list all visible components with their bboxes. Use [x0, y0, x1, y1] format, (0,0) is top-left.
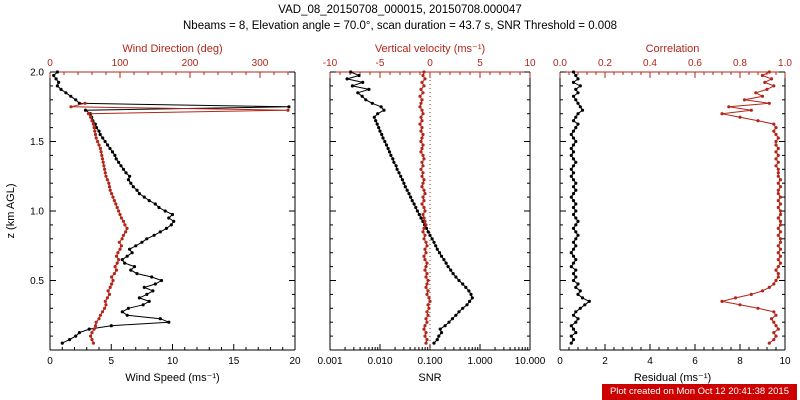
residual-top-tick-label: 1.0	[778, 58, 792, 69]
wind-bottom-tick-label: 15	[228, 356, 240, 367]
residual-top-axis-label: Correlation	[646, 43, 700, 55]
wind-top-tick-label: 200	[182, 58, 199, 69]
correlation-markers	[720, 70, 783, 345]
snr-bottom-tick-label: 1.000	[467, 356, 492, 367]
wind-top-tick-label: 100	[112, 58, 129, 69]
wind-top-axis-label: Wind Direction (deg)	[122, 43, 222, 55]
residual-top-tick-label: 0.2	[598, 58, 612, 69]
plot-title: VAD_08_20150708_000015, 20150708.000047	[278, 4, 522, 16]
residual-top-tick-label: 0.0	[553, 58, 567, 69]
plot-timestamp: Plot created on Mon Oct 12 20:41:38 2015	[601, 384, 797, 400]
snr-bottom-tick-label: 10.000	[515, 356, 546, 367]
residual-top-tick-label: 0.8	[733, 58, 747, 69]
plot-subtitle: Nbeams = 8, Elevation angle = 70.0°, sca…	[183, 20, 617, 32]
wind-bottom-tick-label: 5	[108, 356, 114, 367]
wind-direction-markers	[69, 101, 290, 345]
snr-bottom-tick-label: 0.010	[367, 356, 392, 367]
snr-bottom-tick-label: 0.100	[417, 356, 442, 367]
snr-markers	[345, 70, 474, 345]
correlation-line	[721, 71, 782, 344]
y-axis-label: z (km AGL)	[5, 183, 17, 238]
wind-top-tick-label: 0	[47, 58, 53, 69]
residual-bottom-tick-label: 0	[557, 356, 563, 367]
wind-bottom-axis-label: Wind Speed (ms⁻¹)	[125, 372, 219, 384]
panel-residual: 0 2 4 6 8 10 0.0 0.2 0.4 0.6 0.8 1.0 Residual (ms⁻¹)…	[553, 43, 792, 384]
residual-top-tick-label: 0.6	[688, 58, 702, 69]
residual-bottom-tick-label: 10	[779, 356, 791, 367]
vertical-velocity-markers	[418, 70, 432, 345]
snr-top-axis-label: Vertical velocity (ms⁻¹)	[375, 43, 485, 55]
residual-bottom-tick-label: 8	[737, 356, 743, 367]
snr-bottom-axis-label: SNR	[418, 372, 441, 384]
snr-bottom-tick-label: 0.001	[317, 356, 342, 367]
snr-top-tick-label: 10	[524, 58, 536, 69]
snr-top-tick-label: 5	[477, 58, 483, 69]
residual-bottom-tick-label: 4	[647, 356, 653, 367]
residual-bottom-tick-label: 6	[692, 356, 698, 367]
residual-bottom-tick-label: 2	[602, 356, 608, 367]
wind-bottom-tick-label: 0	[47, 356, 53, 367]
residual-bottom-axis-label: Residual (ms⁻¹)	[634, 372, 711, 384]
residual-top-tick-label: 0.4	[643, 58, 657, 69]
snr-top-tick-label: -10	[323, 58, 338, 69]
snr-line	[346, 71, 473, 344]
snr-top-tick-label: -5	[376, 58, 385, 69]
wind-top-tick-label: 300	[252, 58, 269, 69]
wind-bottom-tick-label: 10	[167, 356, 179, 367]
wind-bottom-tick-label: 20	[289, 356, 301, 367]
wind-direction-line	[70, 102, 289, 344]
z-tick-label: 1.5	[30, 137, 44, 148]
z-tick-label: 0.5	[30, 276, 44, 287]
z-tick-label: 1.0	[30, 207, 44, 218]
snr-top-tick-label: 0	[427, 58, 433, 69]
z-tick-label: 2.0	[30, 68, 44, 79]
residual-markers	[569, 70, 591, 345]
panel-snr: 0.001 0.010 0.100 1.000 10.000 -10 -5 0 5 10 SNR Ve…	[317, 43, 545, 384]
